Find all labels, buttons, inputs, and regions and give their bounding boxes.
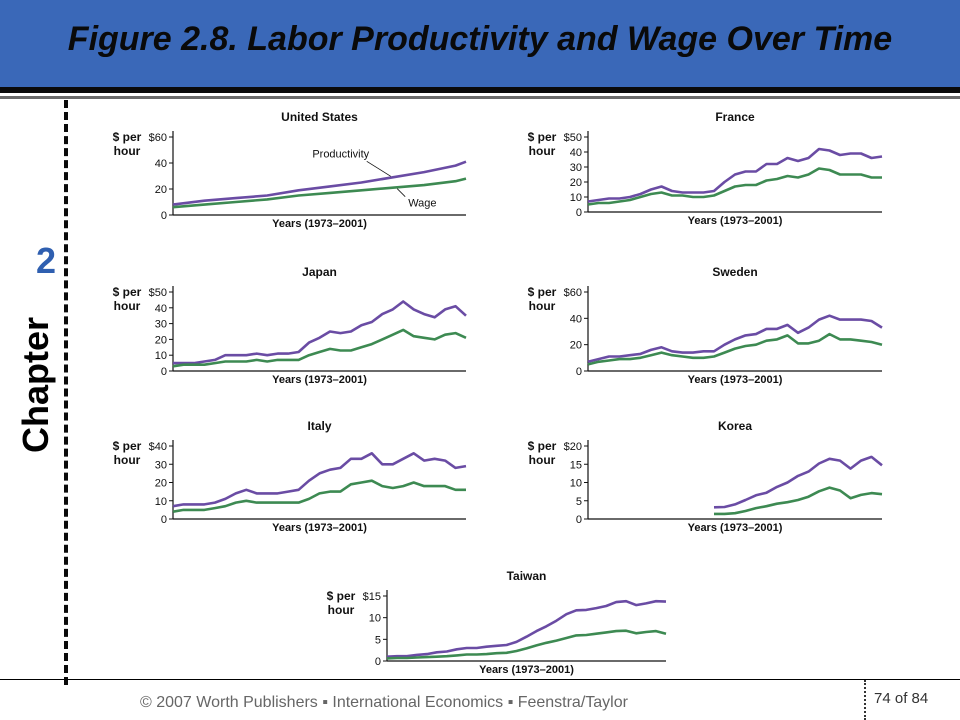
- y-tick-label: 20: [155, 334, 167, 346]
- y-axis-label: $ per hour: [327, 589, 356, 617]
- chart-title: Japan: [302, 265, 337, 279]
- series-line-productivity: [386, 599, 667, 658]
- annotation-label: Productivity: [312, 148, 369, 160]
- chart-title: United States: [281, 110, 358, 124]
- chart-title: Korea: [718, 419, 752, 433]
- footer-divider: [0, 679, 960, 680]
- y-tick-label: 20: [570, 340, 582, 352]
- y-axis-label: $ per hour: [528, 130, 557, 158]
- series-line-productivity: [587, 314, 883, 364]
- y-tick-label: 5: [576, 496, 582, 508]
- x-axis-label: Years (1973–2001): [688, 522, 783, 534]
- y-tick-label: $60: [564, 287, 582, 299]
- y-tick-label: $60: [149, 132, 167, 144]
- x-axis-label: Years (1973–2001): [272, 522, 367, 534]
- series-line-productivity: [172, 160, 467, 206]
- y-tick-label: 0: [161, 514, 167, 526]
- chart-title: Sweden: [712, 265, 757, 279]
- y-tick-label: 0: [375, 656, 381, 668]
- y-tick-label: 15: [570, 459, 582, 471]
- series-line-wage: [714, 486, 883, 516]
- annotation-label: Wage: [408, 198, 436, 210]
- y-tick-label: 20: [570, 177, 582, 189]
- y-tick-label: 20: [155, 478, 167, 490]
- y-tick-label: 30: [570, 162, 582, 174]
- y-tick-label: 0: [161, 210, 167, 222]
- y-axis-label: $ per hour: [113, 439, 142, 467]
- series-line-wage: [587, 167, 882, 206]
- series-line-productivity: [173, 300, 467, 365]
- y-tick-label: 30: [155, 319, 167, 331]
- x-axis-label: Years (1973–2001): [688, 215, 783, 227]
- annotation-leader: [366, 160, 391, 177]
- title-bar: Figure 2.8. Labor Productivity and Wage …: [0, 0, 960, 93]
- series-line-wage: [172, 177, 467, 209]
- chart-title: Taiwan: [507, 569, 547, 583]
- y-tick-label: 0: [576, 207, 582, 219]
- series-line-productivity: [172, 451, 467, 508]
- x-axis-label: Years (1973–2001): [688, 374, 783, 386]
- series-line-productivity: [587, 147, 883, 203]
- y-tick-label: 0: [161, 366, 167, 378]
- y-tick-label: 10: [570, 192, 582, 204]
- y-tick-label: 0: [576, 366, 582, 378]
- y-axis-label: $ per hour: [528, 439, 557, 467]
- title-shadow: [0, 96, 960, 99]
- footer-credit: © 2007 Worth Publishers ▪ International …: [140, 694, 628, 711]
- x-axis-label: Years (1973–2001): [272, 374, 367, 386]
- y-tick-label: 40: [570, 147, 582, 159]
- y-tick-label: 40: [155, 158, 167, 170]
- chart-title: France: [715, 110, 755, 124]
- page-separator: [864, 680, 866, 720]
- chart-title: Italy: [307, 419, 331, 433]
- y-tick-label: $50: [564, 132, 582, 144]
- y-tick-label: $15: [363, 591, 381, 603]
- y-tick-label: $20: [564, 441, 582, 453]
- y-tick-label: 10: [570, 478, 582, 490]
- y-axis-label: $ per hour: [528, 285, 557, 313]
- y-tick-label: $40: [149, 441, 167, 453]
- series-line-productivity: [713, 455, 883, 509]
- y-tick-label: 10: [155, 350, 167, 362]
- y-tick-label: 5: [375, 634, 381, 646]
- chapter-number: 2: [35, 240, 57, 281]
- y-tick-label: 20: [155, 184, 167, 196]
- series-line-wage: [172, 328, 467, 368]
- y-axis-label: $ per hour: [113, 130, 142, 158]
- y-tick-label: 10: [155, 496, 167, 508]
- y-tick-label: 30: [155, 459, 167, 471]
- y-tick-label: 10: [369, 613, 381, 625]
- chapter-divider: [64, 100, 68, 685]
- page-number: 74 of 84: [874, 690, 929, 707]
- x-axis-label: Years (1973–2001): [479, 664, 574, 676]
- series-line-wage: [172, 479, 466, 513]
- series-line-wage: [587, 332, 883, 366]
- y-tick-label: 40: [570, 313, 582, 325]
- x-axis-label: Years (1973–2001): [272, 218, 367, 230]
- slide-title: Figure 2.8. Labor Productivity and Wage …: [67, 20, 893, 58]
- y-tick-label: 40: [155, 303, 167, 315]
- y-tick-label: 0: [576, 514, 582, 526]
- series-line-wage: [386, 629, 667, 660]
- annotation-leader: [396, 188, 406, 197]
- y-axis-label: $ per hour: [113, 285, 142, 313]
- y-tick-label: $50: [149, 287, 167, 299]
